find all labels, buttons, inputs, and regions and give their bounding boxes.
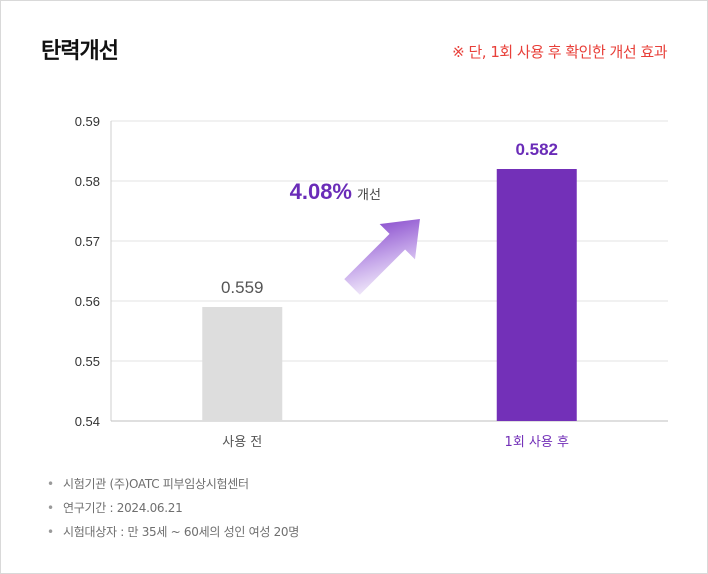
bar (202, 307, 283, 421)
bar-value-label: 0.559 (221, 278, 264, 297)
y-tick-label: 0.57 (75, 234, 100, 249)
x-category-label: 사용 전 (222, 435, 262, 450)
improvement-text: 개선 (357, 188, 381, 203)
x-category-label: 1회 사용 후 (505, 435, 569, 450)
y-tick-label: 0.54 (75, 414, 100, 429)
footnote-text: 시험대상자 : 만 35세 ~ 60세의 성인 여성 20명 (63, 525, 299, 539)
chart-title: 탄력개선 (41, 39, 119, 64)
chart-note: ※ 단, 1회 사용 후 확인한 개선 효과 (452, 43, 667, 61)
bar-value-label: 0.582 (515, 140, 558, 159)
footnote-item: • 시험대상자 : 만 35세 ~ 60세의 성인 여성 20명 (47, 525, 299, 539)
y-tick-label: 0.59 (75, 114, 100, 129)
improvement-value: 4.08% (290, 179, 352, 204)
footnote-item: • 연구기간 : 2024.06.21 (47, 501, 183, 515)
y-tick-label: 0.56 (75, 294, 100, 309)
footnote-list: • 시험기관 (주)OATC 피부임상시험센터 • 연구기간 : 2024.06.2… (47, 472, 299, 544)
footnote-text: 시험기관 (주)OATC 피부임상시험센터 (63, 477, 249, 491)
improvement-arrow (344, 219, 420, 295)
bar (496, 169, 577, 421)
footnote-text: 연구기간 : 2024.06.21 (63, 501, 183, 515)
y-tick-label: 0.55 (75, 354, 100, 369)
footnote-item: • 시험기관 (주)OATC 피부임상시험센터 (47, 477, 249, 491)
bar-chart: 0.54 0.55 0.56 0.57 0.58 0.59 0.559 사용 전 0.582 1회… (75, 114, 668, 450)
y-tick-label: 0.58 (75, 174, 100, 189)
